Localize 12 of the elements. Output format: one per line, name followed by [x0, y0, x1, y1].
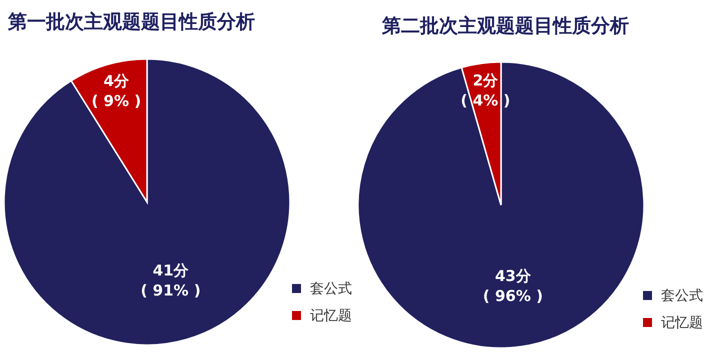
data-label: 43分 ( 96% ) [482, 266, 543, 305]
legend-label: 记忆题 [310, 308, 352, 324]
legend-label: 记忆题 [661, 315, 703, 331]
legend-label: 套公式 [661, 288, 703, 304]
data-label: 41分 ( 91% ) [140, 261, 201, 300]
pie-slice [357, 61, 645, 349]
data-label: 2分 ( 4% ) [460, 72, 510, 110]
chart-title: 第一批次主观题题目性质分析 [7, 11, 255, 33]
data-label: 4分 ( 9% ) [91, 72, 142, 110]
pie-slice [3, 58, 291, 346]
chart-title: 第二批次主观题题目性质分析 [381, 15, 629, 37]
legend-label: 套公式 [310, 281, 352, 297]
